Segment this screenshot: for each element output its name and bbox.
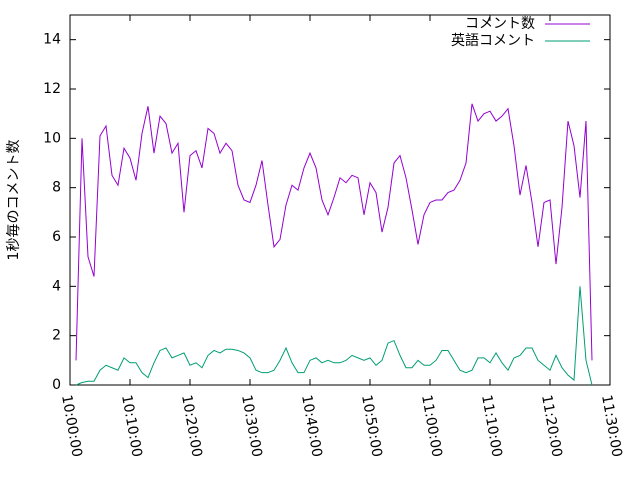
y-tick-label: 4 xyxy=(52,278,61,294)
x-tick-label: 11:30:00 xyxy=(598,394,625,459)
x-tick-label: 10:40:00 xyxy=(298,394,325,459)
y-tick-label: 12 xyxy=(43,81,61,97)
x-tick-label: 10:00:00 xyxy=(58,394,85,459)
legend-label: コメント数 xyxy=(465,16,535,32)
x-tick-label: 10:10:00 xyxy=(118,394,145,459)
plot-frame xyxy=(69,14,611,386)
legend-label: 英語コメント xyxy=(451,32,535,49)
y-tick-label: 0 xyxy=(52,377,61,393)
x-tick-label: 10:30:00 xyxy=(238,394,265,459)
x-tick-label: 11:00:00 xyxy=(418,394,445,459)
y-axis-label: 1秒毎のコメント数 xyxy=(6,140,22,261)
x-tick-label: 11:10:00 xyxy=(478,394,505,459)
y-tick-label: 10 xyxy=(43,130,61,146)
y-tick-label: 14 xyxy=(43,32,61,48)
series-line xyxy=(75,286,593,386)
y-tick-label: 2 xyxy=(52,328,61,344)
y-tick-label: 8 xyxy=(52,180,61,196)
x-tick-label: 11:20:00 xyxy=(538,394,565,459)
y-tick-label: 6 xyxy=(52,229,61,245)
series-line xyxy=(75,103,593,361)
x-tick-label: 10:20:00 xyxy=(178,394,205,459)
x-tick-label: 10:50:00 xyxy=(358,394,385,459)
